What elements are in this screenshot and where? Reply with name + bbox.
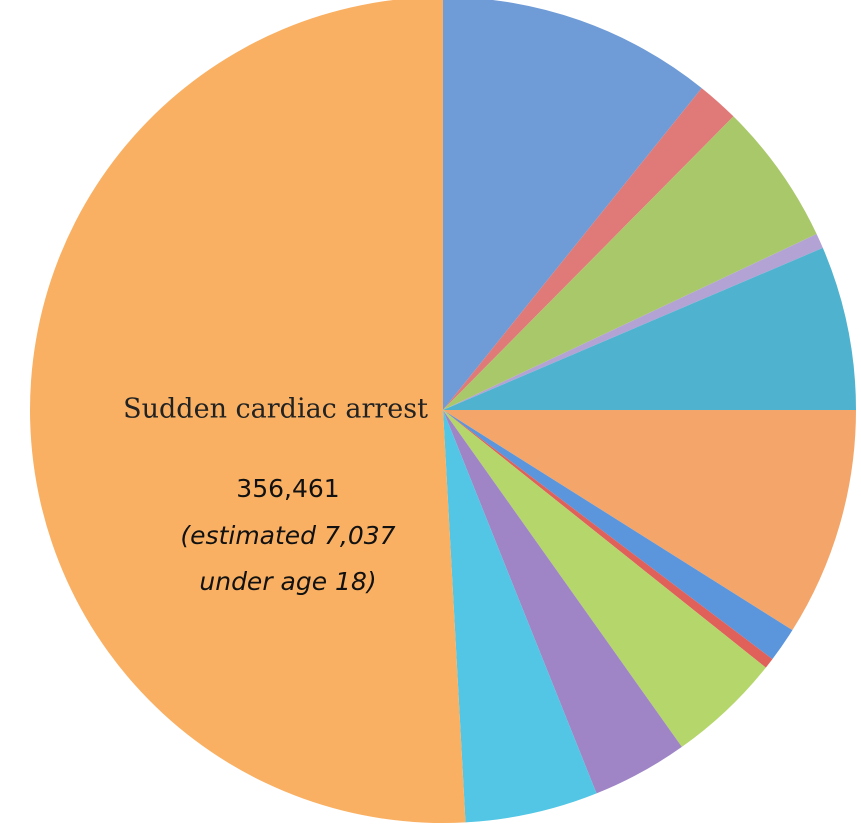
slice-label: Sudden cardiac arrest [123,394,428,425]
pie-slice [443,410,597,823]
pie-slice [30,0,466,823]
value-label: 356,461 [236,474,339,503]
pie-slice [443,410,793,660]
pie-slice [443,247,856,411]
pie-slice [443,410,682,794]
pie-slice [443,410,773,668]
pie-slice [443,116,817,410]
annotation: (estimated 7,037 [180,521,395,550]
pie-slice [443,410,766,747]
pie-slice [443,410,856,631]
pie-slice [443,234,823,410]
annotation: under age 18) [199,567,376,596]
pie-slice [443,0,702,410]
pie-slice [443,88,734,411]
